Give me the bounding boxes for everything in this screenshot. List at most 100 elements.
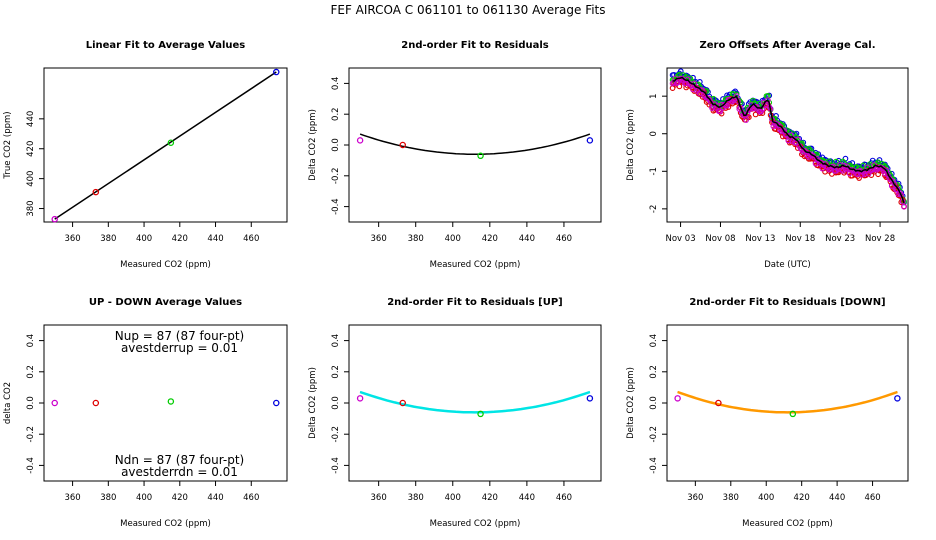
- annotation-ndn: Ndn = 87 (87 four-pt): [115, 453, 244, 467]
- y-tick-label: 420: [26, 141, 36, 157]
- x-tick-label: 380: [408, 234, 424, 244]
- plot-frame: [666, 324, 909, 482]
- x-axis-label: Measured CO2 (ppm): [120, 519, 211, 529]
- series-point: [901, 203, 907, 210]
- x-tick-label: 400: [445, 493, 461, 503]
- chart-title: Zero Offsets After Average Cal.: [699, 40, 875, 51]
- y-tick-label: -0.2: [26, 426, 36, 443]
- series-point: [765, 97, 771, 103]
- data-point: [92, 188, 100, 196]
- data-point: [586, 395, 594, 402]
- series-point: [677, 68, 684, 75]
- chart-title: Linear Fit to Average Values: [86, 40, 246, 51]
- plot-frame: [43, 67, 288, 223]
- series-point: [846, 170, 853, 177]
- x-tick-label: Nov 08: [705, 234, 735, 244]
- data-point: [477, 410, 484, 418]
- y-tick-label: 440: [26, 111, 36, 127]
- chart-title: UP - DOWN Average Values: [89, 297, 242, 308]
- x-tick-label: 380: [408, 493, 424, 503]
- y-axis-label: Delta CO2 (ppm): [308, 367, 318, 439]
- offset-series: [669, 75, 907, 210]
- x-tick-label: 380: [100, 234, 116, 244]
- chart-p3: Zero Offsets After Average Cal. Date (UTC…: [626, 40, 909, 270]
- x-tick-label: 360: [371, 234, 387, 244]
- x-tick-label: 420: [482, 234, 498, 244]
- x-tick-label: 420: [794, 493, 810, 503]
- fit-curve: [359, 133, 591, 155]
- data-point: [51, 215, 58, 223]
- x-tick-label: 400: [445, 234, 461, 244]
- chart-p4: UP - DOWN Average Values Measured CO2 (pp…: [3, 297, 288, 529]
- series-point: [865, 170, 872, 177]
- chart-title: 2nd-order Fit to Residuals [DOWN]: [689, 297, 885, 308]
- x-tick-label: Nov 18: [785, 234, 815, 244]
- data-point: [51, 399, 58, 407]
- chart-title: 2nd-order Fit to Residuals [UP]: [387, 297, 563, 308]
- x-tick-label: 460: [243, 493, 259, 503]
- y-axis-label: Delta CO2 (ppm): [626, 367, 636, 439]
- data-point: [167, 398, 175, 405]
- data-point: [674, 395, 681, 402]
- chart-p2: 2nd-order Fit to Residuals Measured CO2 (…: [308, 40, 602, 270]
- x-tick-label: Nov 23: [825, 234, 855, 244]
- x-tick-label: 440: [207, 234, 223, 244]
- y-tick-label: 0.4: [331, 77, 341, 91]
- y-tick-label: 1: [649, 93, 659, 98]
- x-tick-label: 440: [829, 493, 845, 503]
- x-axis-label: Measured CO2 (ppm): [430, 260, 521, 270]
- data-point: [273, 399, 280, 407]
- series-point: [705, 95, 711, 102]
- series-point: [687, 75, 694, 82]
- series-point: [793, 130, 800, 137]
- fit-curve: [677, 390, 898, 414]
- series-point: [717, 108, 724, 115]
- fit-line: [54, 71, 277, 220]
- series-point: [673, 80, 680, 87]
- data-point: [477, 152, 484, 160]
- y-tick-label: 0: [649, 131, 659, 136]
- series-point: [724, 102, 730, 109]
- series-point: [801, 147, 808, 154]
- y-axis-label: delta CO2: [3, 382, 13, 424]
- x-axis-label: Measured CO2 (ppm): [742, 519, 833, 529]
- data-point: [586, 137, 594, 144]
- data-point: [894, 395, 901, 402]
- series-point: [754, 103, 760, 110]
- y-tick-label: -0.4: [331, 198, 341, 215]
- y-tick-label: -0.2: [331, 168, 341, 185]
- y-tick-label: -0.4: [26, 457, 36, 474]
- x-tick-label: 420: [172, 234, 188, 244]
- y-axis-label: True CO2 (ppm): [3, 111, 13, 179]
- data-point: [789, 410, 797, 418]
- y-tick-label: 0.4: [331, 334, 341, 348]
- figure-title: FEF AIRCOA C 061101 to 061130 Average Fi…: [330, 3, 605, 17]
- y-tick-label: 400: [26, 171, 36, 187]
- y-tick-label: 380: [26, 200, 36, 216]
- annotation-avestderrup: avestderrup = 0.01: [121, 341, 238, 355]
- data-point: [167, 139, 175, 147]
- chart-p5: 2nd-order Fit to Residuals [UP] Measured …: [308, 297, 602, 529]
- x-axis-label: Measured CO2 (ppm): [430, 519, 521, 529]
- x-tick-label: 460: [864, 493, 880, 503]
- annotation-avestderrdn: avestderrdn = 0.01: [121, 465, 238, 479]
- series-point: [743, 117, 749, 123]
- data-point: [356, 395, 364, 402]
- x-tick-label: 440: [519, 234, 535, 244]
- x-tick-label: Nov 03: [666, 234, 696, 244]
- x-tick-label: 360: [687, 493, 703, 503]
- data-point: [399, 399, 406, 407]
- y-tick-label: 0.4: [26, 334, 36, 348]
- series-point: [853, 163, 860, 170]
- x-tick-label: Nov 28: [865, 234, 895, 244]
- x-tick-label: 460: [556, 493, 572, 503]
- y-tick-label: 0.0: [26, 396, 36, 410]
- data-point: [273, 68, 280, 76]
- y-tick-label: 0.0: [331, 138, 341, 152]
- chart-p6: 2nd-order Fit to Residuals [DOWN] Measure…: [626, 297, 909, 529]
- x-tick-label: 380: [100, 493, 116, 503]
- y-tick-label: -0.2: [649, 426, 659, 443]
- data-point: [356, 137, 364, 144]
- x-tick-label: 360: [64, 234, 80, 244]
